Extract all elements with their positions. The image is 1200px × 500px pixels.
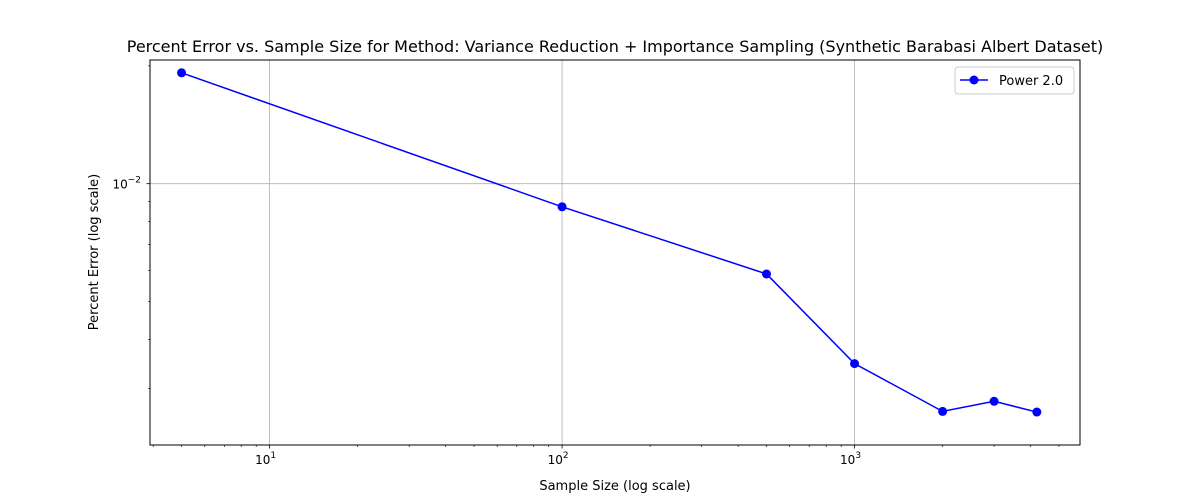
data-point [1032,407,1042,417]
data-point [762,269,772,279]
legend: Power 2.0 [954,66,1075,95]
data-point [557,202,567,212]
legend-box [954,66,1075,95]
data-point [177,68,187,78]
data-point [989,396,999,406]
x-tick-label: 101 [255,451,276,467]
y-tick-label: 10−2 [112,176,141,192]
series-line [181,72,1038,413]
x-axis-label: Sample Size (log scale) [539,479,690,494]
grid-lines [150,60,1080,445]
plot-area-frame [149,59,1081,446]
data-point [938,406,948,416]
x-tick-label: 103 [840,451,861,467]
data-point [850,359,860,369]
axis-ticks: 101 102 103 10−2 [112,65,1060,467]
series-layer [177,68,1042,417]
chart-title: Percent Error vs. Sample Size for Method… [127,37,1104,56]
legend-marker-swatch [969,75,979,85]
legend-entry-label: Power 2.0 [999,74,1063,89]
x-tick-label: 102 [548,451,569,467]
y-axis-label: Percent Error (log scale) [87,174,102,330]
